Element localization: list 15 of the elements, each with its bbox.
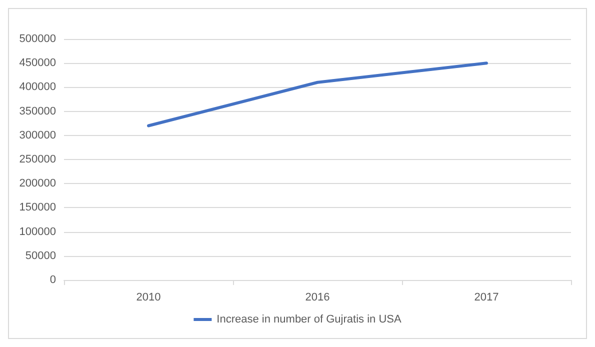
legend-label: Increase in number of Gujratis in USA — [216, 314, 402, 326]
x-tick-label: 2010 — [136, 292, 161, 304]
y-tick-label: 0 — [50, 274, 56, 286]
x-tick-label: 2017 — [474, 292, 499, 304]
y-tick-label: 500000 — [19, 33, 56, 45]
y-tick-label: 150000 — [19, 202, 56, 214]
y-tick-label: 450000 — [19, 57, 56, 70]
y-tick-label: 400000 — [19, 81, 56, 94]
y-tick-label: 100000 — [19, 226, 56, 238]
y-tick-label: 300000 — [19, 129, 56, 142]
y-tick-label: 250000 — [19, 154, 56, 166]
y-tick-label: 50000 — [25, 250, 56, 262]
y-tick-label: 350000 — [19, 105, 56, 118]
y-tick-label: 200000 — [19, 178, 56, 190]
x-tick-label: 2016 — [305, 292, 330, 304]
